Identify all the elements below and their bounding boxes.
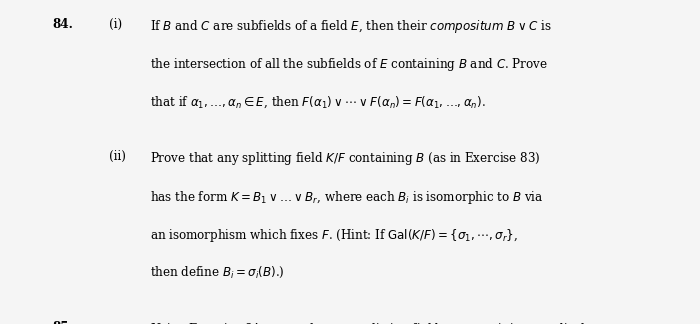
Text: If $B$ and $C$ are subfields of a field $E$, then their $\mathbf{\mathit{composi: If $B$ and $C$ are subfields of a field …: [150, 18, 552, 35]
Text: 84.: 84.: [52, 18, 74, 31]
Text: an isomorphism which fixes $F$. (Hint: If $\mathrm{Gal}(K/F) = \{\sigma_1,\cdots: an isomorphism which fixes $F$. (Hint: I…: [150, 227, 519, 244]
Text: has the form $K = B_1\vee\ldots\vee B_r$, where each $B_i$ is isomorphic to $B$ : has the form $K = B_1\vee\ldots\vee B_r$…: [150, 189, 544, 205]
Text: then define $B_i = \sigma_i(B)$.): then define $B_i = \sigma_i(B)$.): [150, 265, 285, 280]
Text: 85.: 85.: [52, 321, 74, 324]
Text: (ii): (ii): [108, 150, 125, 163]
Text: the intersection of all the subfields of $E$ containing $B$ and $C$. Prove: the intersection of all the subfields of…: [150, 56, 548, 73]
Text: that if $\alpha_1,\ldots,\alpha_n \in E$, then $F(\alpha_1)\vee\cdots\vee F(\alp: that if $\alpha_1,\ldots,\alpha_n \in E$…: [150, 94, 486, 110]
Text: Prove that any splitting field $K/F$ containing $B$ (as in Exercise 83): Prove that any splitting field $K/F$ con…: [150, 150, 541, 167]
Text: Using Exercise 84, prove that any splitting field $K/F$ containing a radical: Using Exercise 84, prove that any splitt…: [150, 321, 587, 324]
Text: (i): (i): [108, 18, 122, 31]
